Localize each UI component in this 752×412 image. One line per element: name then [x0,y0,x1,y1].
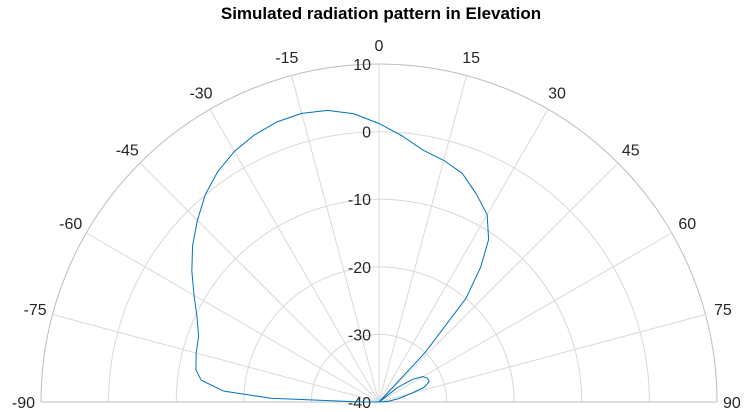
theta-tick-label: 45 [622,142,640,159]
theta-grid-line [52,314,380,403]
theta-tick-label: 60 [678,216,696,233]
r-tick-label: 0 [362,125,371,142]
polar-grid [40,63,718,403]
theta-tick-label: -75 [24,302,47,319]
theta-grid-line [378,109,549,403]
theta-tick-label: 15 [462,50,480,67]
theta-grid-line [378,314,706,403]
series-trace [191,109,490,403]
r-tick-label: -30 [348,327,371,344]
theta-tick-label: 0 [375,38,384,55]
theta-grid-line [86,232,380,403]
theta-grid-line [378,75,467,403]
theta-grid-line [378,162,619,403]
r-tick-label: -10 [348,192,371,209]
theta-tick-label: 30 [548,86,566,103]
theta-tick-label: -45 [116,142,139,159]
r-tick-label: 10 [353,57,371,74]
series-layer [191,109,490,403]
theta-tick-label: 90 [723,395,741,412]
theta-tick-label: -60 [59,216,82,233]
theta-tick-label: -90 [12,395,35,412]
tick-labels: -90-75-60-45-30-150153045607590100-10-20… [12,38,741,412]
theta-tick-label: -30 [189,86,212,103]
theta-tick-label: -15 [275,50,298,67]
theta-grid-line [139,162,380,403]
theta-grid-line [291,75,380,403]
theta-grid-line [378,232,672,403]
theta-grid-line [209,109,380,403]
chart-title: Simulated radiation pattern in Elevation [221,4,541,23]
r-tick-label: -40 [348,395,371,412]
theta-tick-label: 75 [714,302,732,319]
r-tick-label: -20 [348,260,371,277]
